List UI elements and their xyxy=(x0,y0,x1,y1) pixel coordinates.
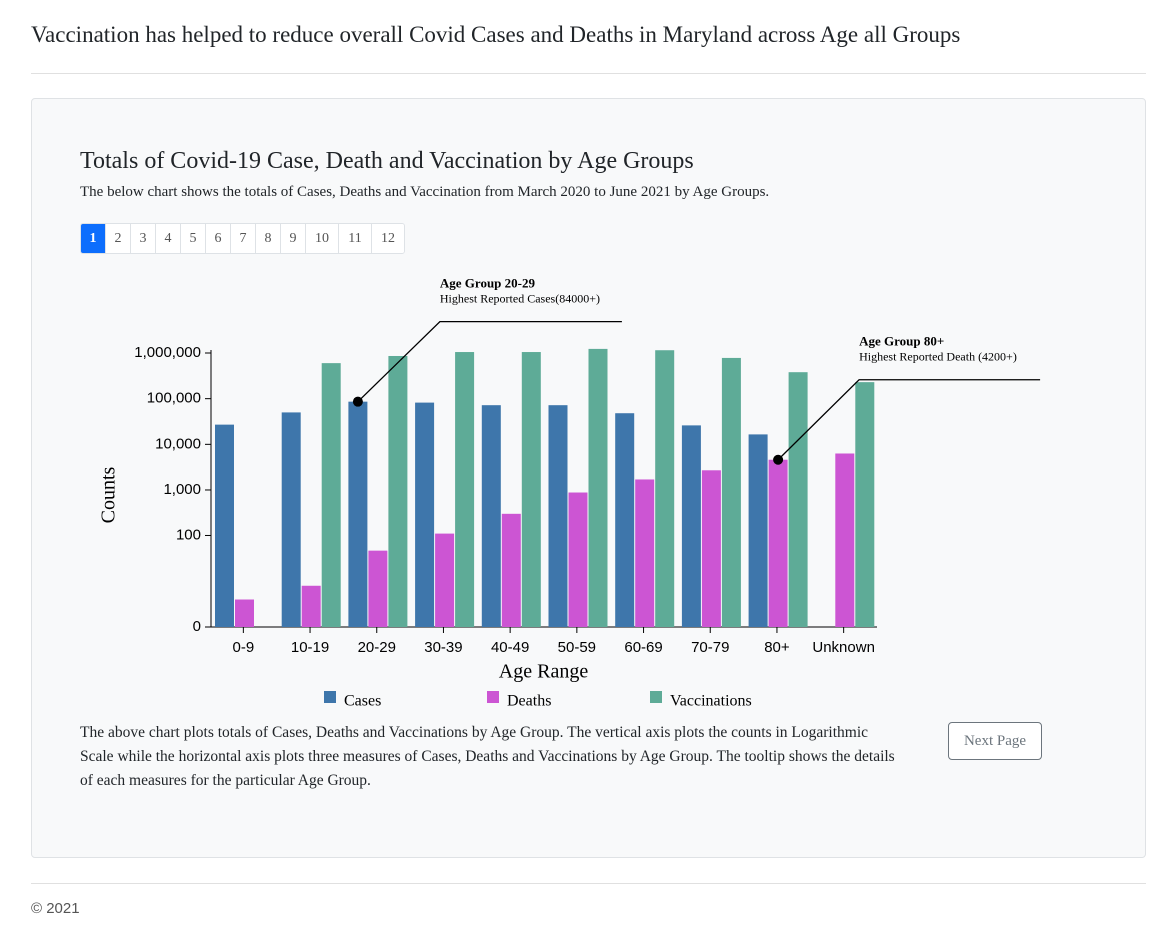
x-tick-label: 0-9 xyxy=(233,639,255,656)
annotation-dot xyxy=(352,396,363,407)
y-tick-label: 1,000 xyxy=(163,481,201,498)
bar xyxy=(388,355,408,627)
y-tick-label: 1,000,000 xyxy=(134,344,201,361)
next-page-button[interactable]: Next Page xyxy=(948,722,1042,760)
bar xyxy=(301,585,321,627)
page-link[interactable]: 5 xyxy=(180,224,205,253)
y-tick-label: 10,000 xyxy=(155,435,201,452)
bar xyxy=(615,413,635,627)
x-tick-label: 80+ xyxy=(764,639,790,656)
pagination: 1 2 3 4 5 6 7 8 9 10 11 12 xyxy=(80,223,405,254)
x-tick-label: 60-69 xyxy=(624,639,662,656)
bar xyxy=(588,348,608,627)
x-axis-title: Age Range xyxy=(499,661,589,683)
legend-label: Deaths xyxy=(507,693,551,710)
bar xyxy=(321,363,341,627)
legend-label: Vaccinations xyxy=(670,693,752,710)
x-tick-label: 70-79 xyxy=(691,639,729,656)
legend-label: Cases xyxy=(344,693,381,710)
page-title: Vaccination has helped to reduce overall… xyxy=(31,22,961,47)
divider xyxy=(31,883,1146,884)
bar xyxy=(635,479,655,627)
bar xyxy=(835,453,855,627)
annotation-title: Age Group 80+ xyxy=(859,334,944,349)
page-link[interactable]: 8 xyxy=(255,224,280,253)
y-tick-label: 100 xyxy=(176,526,201,543)
bar xyxy=(348,401,368,627)
bar xyxy=(681,425,701,627)
bar xyxy=(568,492,588,627)
annotation-line xyxy=(777,379,1041,461)
bar xyxy=(788,372,808,627)
bar xyxy=(701,470,721,627)
bar xyxy=(768,459,788,627)
y-tick-label: 0 xyxy=(193,618,201,635)
legend-swatch xyxy=(324,691,336,703)
x-tick-label: 50-59 xyxy=(558,639,596,656)
footer: © 2021 xyxy=(31,900,80,917)
bar xyxy=(721,357,741,627)
annotation-line xyxy=(357,321,622,403)
page-link[interactable]: 9 xyxy=(280,224,305,253)
x-tick-label: 30-39 xyxy=(424,639,462,656)
y-tick-label: 100,000 xyxy=(147,390,201,407)
bar xyxy=(748,434,768,627)
annotation-text: Highest Reported Death (4200+) xyxy=(859,349,1017,363)
annotation-text: Highest Reported Cases(84000+) xyxy=(440,291,600,305)
y-axis-title: Counts xyxy=(98,466,120,523)
page-link[interactable]: 3 xyxy=(130,224,155,253)
x-tick-label: Unknown xyxy=(812,639,875,656)
divider xyxy=(31,73,1146,74)
bar xyxy=(548,405,568,627)
page-link[interactable]: 4 xyxy=(155,224,180,253)
bar xyxy=(435,533,455,627)
page-link[interactable]: 1 xyxy=(81,224,105,253)
x-tick-label: 20-29 xyxy=(358,639,396,656)
panel-subtitle: The below chart shows the totals of Case… xyxy=(80,184,770,200)
bar xyxy=(855,382,875,627)
description: The above chart plots totals of Cases, D… xyxy=(80,724,895,789)
panel-title: Totals of Covid-19 Case, Death and Vacci… xyxy=(80,148,694,174)
bar xyxy=(501,513,521,627)
bar xyxy=(281,412,301,627)
legend-swatch xyxy=(650,691,662,703)
bar xyxy=(655,350,675,627)
legend-swatch xyxy=(487,691,499,703)
bar xyxy=(481,405,501,627)
page-link[interactable]: 2 xyxy=(105,224,130,253)
bar xyxy=(368,550,388,627)
page-link[interactable]: 10 xyxy=(305,224,338,253)
x-tick-label: 40-49 xyxy=(491,639,529,656)
bar xyxy=(455,352,475,627)
bar xyxy=(415,402,435,627)
page-link[interactable]: 12 xyxy=(371,224,404,253)
page-link[interactable]: 11 xyxy=(338,224,371,253)
x-tick-label: 10-19 xyxy=(291,639,329,656)
bar xyxy=(215,424,234,627)
page-link[interactable]: 7 xyxy=(230,224,255,253)
annotation-title: Age Group 20-29 xyxy=(440,276,536,291)
page-link[interactable]: 6 xyxy=(205,224,230,253)
bar xyxy=(235,599,254,627)
annotation-dot xyxy=(773,454,784,465)
bar xyxy=(521,352,541,627)
